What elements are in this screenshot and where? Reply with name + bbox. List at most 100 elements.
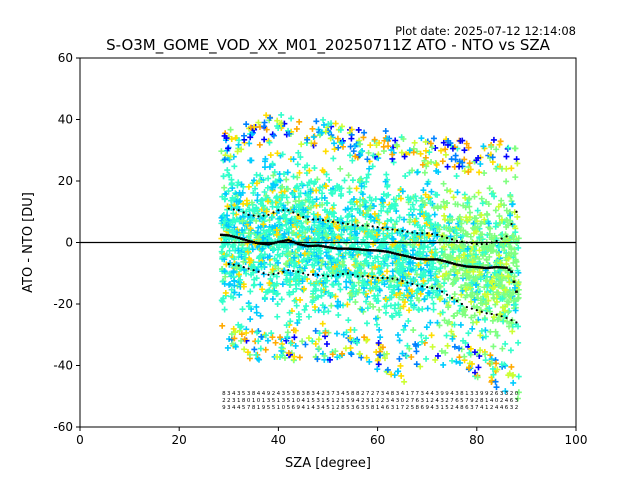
outlier-marker	[364, 156, 371, 163]
scatter-marker	[486, 305, 493, 312]
scatter-marker	[287, 318, 294, 325]
bin-count-label: 6	[510, 398, 514, 404]
scatter-marker	[502, 286, 509, 293]
scatter-marker	[270, 172, 277, 179]
scatter-marker	[399, 273, 406, 280]
bin-count-label: 6	[356, 405, 360, 411]
scatter-marker	[253, 303, 260, 310]
scatter-marker	[259, 245, 266, 252]
scatter-marker	[421, 296, 428, 303]
scatter-marker	[254, 229, 261, 236]
std-marker	[302, 272, 305, 275]
scatter-marker	[294, 319, 301, 326]
scatter-marker	[425, 232, 432, 239]
scatter-marker	[221, 184, 228, 191]
scatter-marker	[420, 187, 427, 194]
scatter-marker	[290, 191, 297, 198]
scatter-marker	[486, 253, 493, 260]
bin-count-label: 9	[440, 391, 444, 397]
bin-count-label: 3	[396, 398, 400, 404]
scatter-marker	[378, 261, 385, 268]
scatter-marker	[239, 227, 246, 234]
scatter-marker	[251, 208, 258, 215]
scatter-marker	[424, 305, 431, 312]
scatter-marker	[473, 228, 480, 235]
scatter-marker	[506, 323, 513, 330]
mean-marker	[242, 238, 246, 241]
mean-marker	[252, 240, 255, 244]
bin-count-label: 0	[401, 398, 405, 404]
outlier-marker	[309, 338, 316, 345]
mean-marker	[368, 249, 372, 252]
std-marker	[282, 209, 285, 212]
outlier-marker	[347, 334, 354, 341]
mean-marker	[490, 266, 494, 269]
scatter-marker	[430, 306, 437, 313]
scatter-marker	[230, 269, 237, 276]
outlier-marker	[384, 135, 391, 142]
outlier-marker	[342, 345, 349, 352]
scatter-marker	[258, 261, 265, 268]
scatter-marker	[511, 273, 518, 280]
scatter-marker	[358, 306, 365, 313]
scatter-marker	[279, 183, 286, 190]
scatter-marker	[281, 230, 288, 237]
scatter-marker	[302, 229, 309, 236]
scatter-marker	[221, 268, 228, 275]
outlier-marker	[477, 347, 484, 354]
bin-count-label: 6	[386, 405, 390, 411]
scatter-marker	[472, 223, 479, 230]
scatter-marker	[399, 188, 406, 195]
scatter-marker	[311, 281, 318, 288]
outlier-marker	[461, 156, 468, 163]
scatter-marker	[276, 215, 283, 222]
scatter-marker	[432, 270, 439, 277]
scatter-marker	[453, 230, 460, 237]
y-axis-ticks: -60 -40 -20 0 20 40 60	[53, 51, 80, 434]
scatter-marker	[322, 283, 329, 290]
scatter-marker	[274, 150, 281, 157]
mean-marker	[477, 266, 481, 269]
outlier-marker	[502, 388, 509, 395]
scatter-marker	[387, 203, 394, 210]
scatter-marker	[411, 218, 418, 225]
bin-count-label: 3	[381, 391, 385, 397]
scatter-marker	[400, 303, 407, 310]
outlier-marker	[224, 344, 231, 351]
scatter-marker	[329, 190, 336, 197]
outlier-marker	[474, 374, 481, 381]
scatter-marker	[238, 253, 245, 260]
outlier-marker	[314, 356, 321, 363]
scatter-marker	[441, 243, 448, 250]
outlier-marker	[366, 358, 373, 365]
scatter-marker	[261, 188, 268, 195]
scatter-marker	[490, 294, 497, 301]
outlier-marker	[480, 143, 487, 150]
scatter-marker	[255, 235, 262, 242]
scatter-marker	[510, 236, 517, 243]
chart-title: S-O3M_GOME_VOD_XX_M01_20250711Z ATO - NT…	[106, 36, 551, 55]
scatter-marker	[267, 152, 274, 159]
scatter-marker	[362, 203, 369, 210]
outlier-marker	[278, 344, 285, 351]
outlier-marker	[428, 144, 435, 151]
scatter-marker	[335, 251, 342, 258]
outlier-marker	[476, 169, 483, 176]
outlier-marker	[461, 147, 468, 154]
scatter-marker	[294, 222, 301, 229]
scatter-marker	[464, 231, 471, 238]
scatter-marker	[233, 264, 240, 271]
scatter-marker	[272, 178, 279, 185]
scatter-marker	[505, 309, 512, 316]
scatter-marker	[504, 318, 511, 325]
scatter-marker	[235, 179, 242, 186]
scatter-marker	[384, 268, 391, 275]
scatter-marker	[429, 294, 436, 301]
scatter-marker	[373, 315, 380, 322]
std-marker	[242, 266, 245, 269]
scatter-marker	[495, 281, 502, 288]
outlier-marker	[457, 137, 464, 144]
bin-count-label: 2	[321, 391, 325, 397]
scatter-marker	[284, 169, 291, 176]
scatter-marker	[431, 211, 438, 218]
